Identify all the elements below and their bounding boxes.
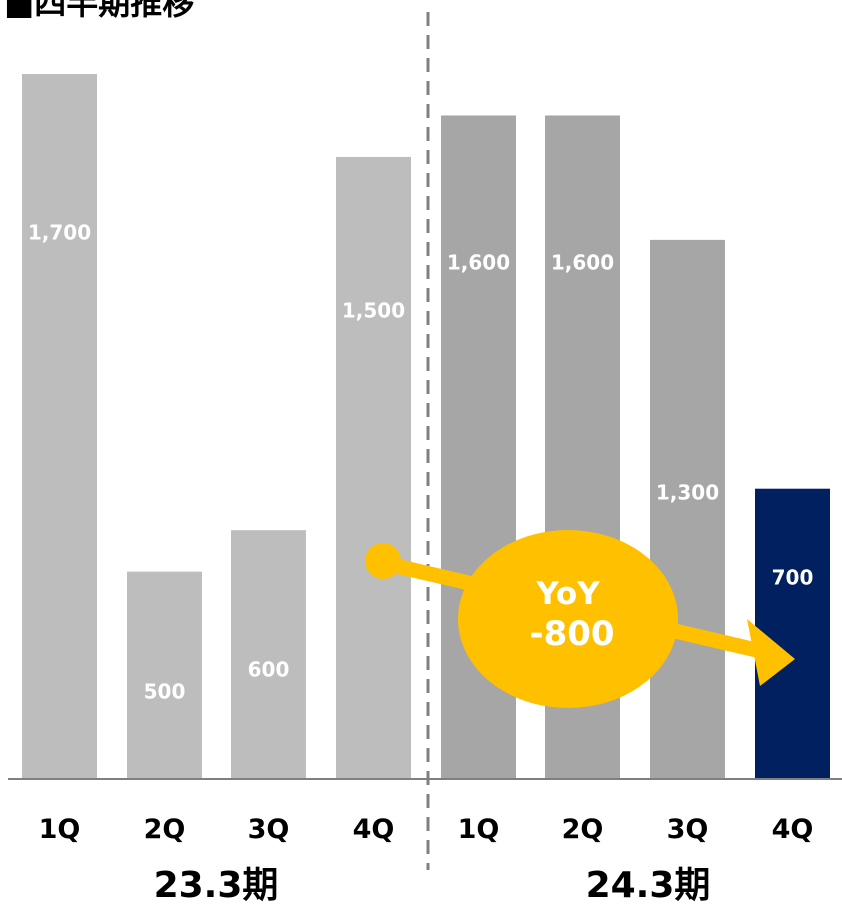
x-tick-label: 4Q (353, 814, 395, 845)
bar-value-label: 1,600 (551, 251, 614, 275)
bar-value-label: 1,300 (656, 481, 719, 505)
x-tick-label: 2Q (144, 814, 186, 845)
bar (22, 74, 97, 779)
x-tick-label: 4Q (772, 814, 814, 845)
yoy-label: YoY (535, 576, 600, 612)
x-tick-label: 2Q (562, 814, 604, 845)
bar-value-label: 1,500 (342, 299, 405, 323)
x-tick-label: 1Q (458, 814, 500, 845)
bar-value-label: 500 (144, 680, 186, 704)
x-tick-label: 1Q (39, 814, 81, 845)
x-tick-labels: 1Q 2Q 3Q 4Q 1Q 2Q 3Q 4Q (39, 814, 814, 845)
bar (650, 239, 725, 780)
bar (127, 571, 202, 779)
bar (755, 488, 830, 779)
yoy-annotation: YoY -800 (365, 530, 795, 708)
period-labels: 23.3期 24.3期 (154, 865, 711, 906)
period-label: 23.3期 (154, 865, 279, 906)
yoy-value: -800 (529, 614, 614, 654)
period-label: 24.3期 (586, 865, 711, 906)
chart-title: ■四半期推移 (4, 0, 194, 22)
yoy-bubble (458, 530, 678, 708)
bar-value-label: 1,700 (28, 221, 91, 245)
bar-value-label: 1,600 (447, 251, 510, 275)
bar-value-label: 700 (772, 566, 814, 590)
x-tick-label: 3Q (248, 814, 290, 845)
yoy-arrow-start-dot (365, 543, 401, 579)
bar-value-label: 600 (248, 658, 290, 682)
x-tick-label: 3Q (667, 814, 709, 845)
bar (231, 530, 306, 779)
bars-layer: 1,700 500 600 1,500 1,600 1,600 1,300 700 (22, 74, 830, 780)
bar (336, 156, 411, 780)
